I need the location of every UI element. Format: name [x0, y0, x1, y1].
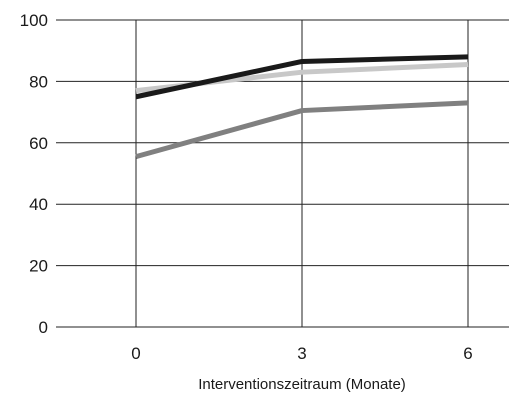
y-tick-label: 100	[20, 11, 48, 30]
y-tick-label: 40	[29, 195, 48, 214]
x-axis-label: Interventionszeitraum (Monate)	[198, 376, 406, 393]
y-tick-label: 80	[29, 72, 48, 91]
series-line-2	[135, 54, 469, 100]
x-tick-label: 0	[131, 344, 140, 363]
series-line-3	[135, 100, 469, 160]
y-tick-label: 60	[29, 134, 48, 153]
y-tick-label: 0	[39, 318, 48, 337]
x-tick-label: 6	[463, 344, 472, 363]
horizontal-gridlines	[56, 19, 509, 328]
x-axis-tick-labels: 0 3 6	[131, 344, 472, 363]
x-tick-label: 3	[297, 344, 306, 363]
series-lines	[135, 54, 469, 160]
y-tick-label: 20	[29, 257, 48, 276]
y-axis-tick-labels: 0 20 40 60 80 100	[20, 11, 48, 337]
